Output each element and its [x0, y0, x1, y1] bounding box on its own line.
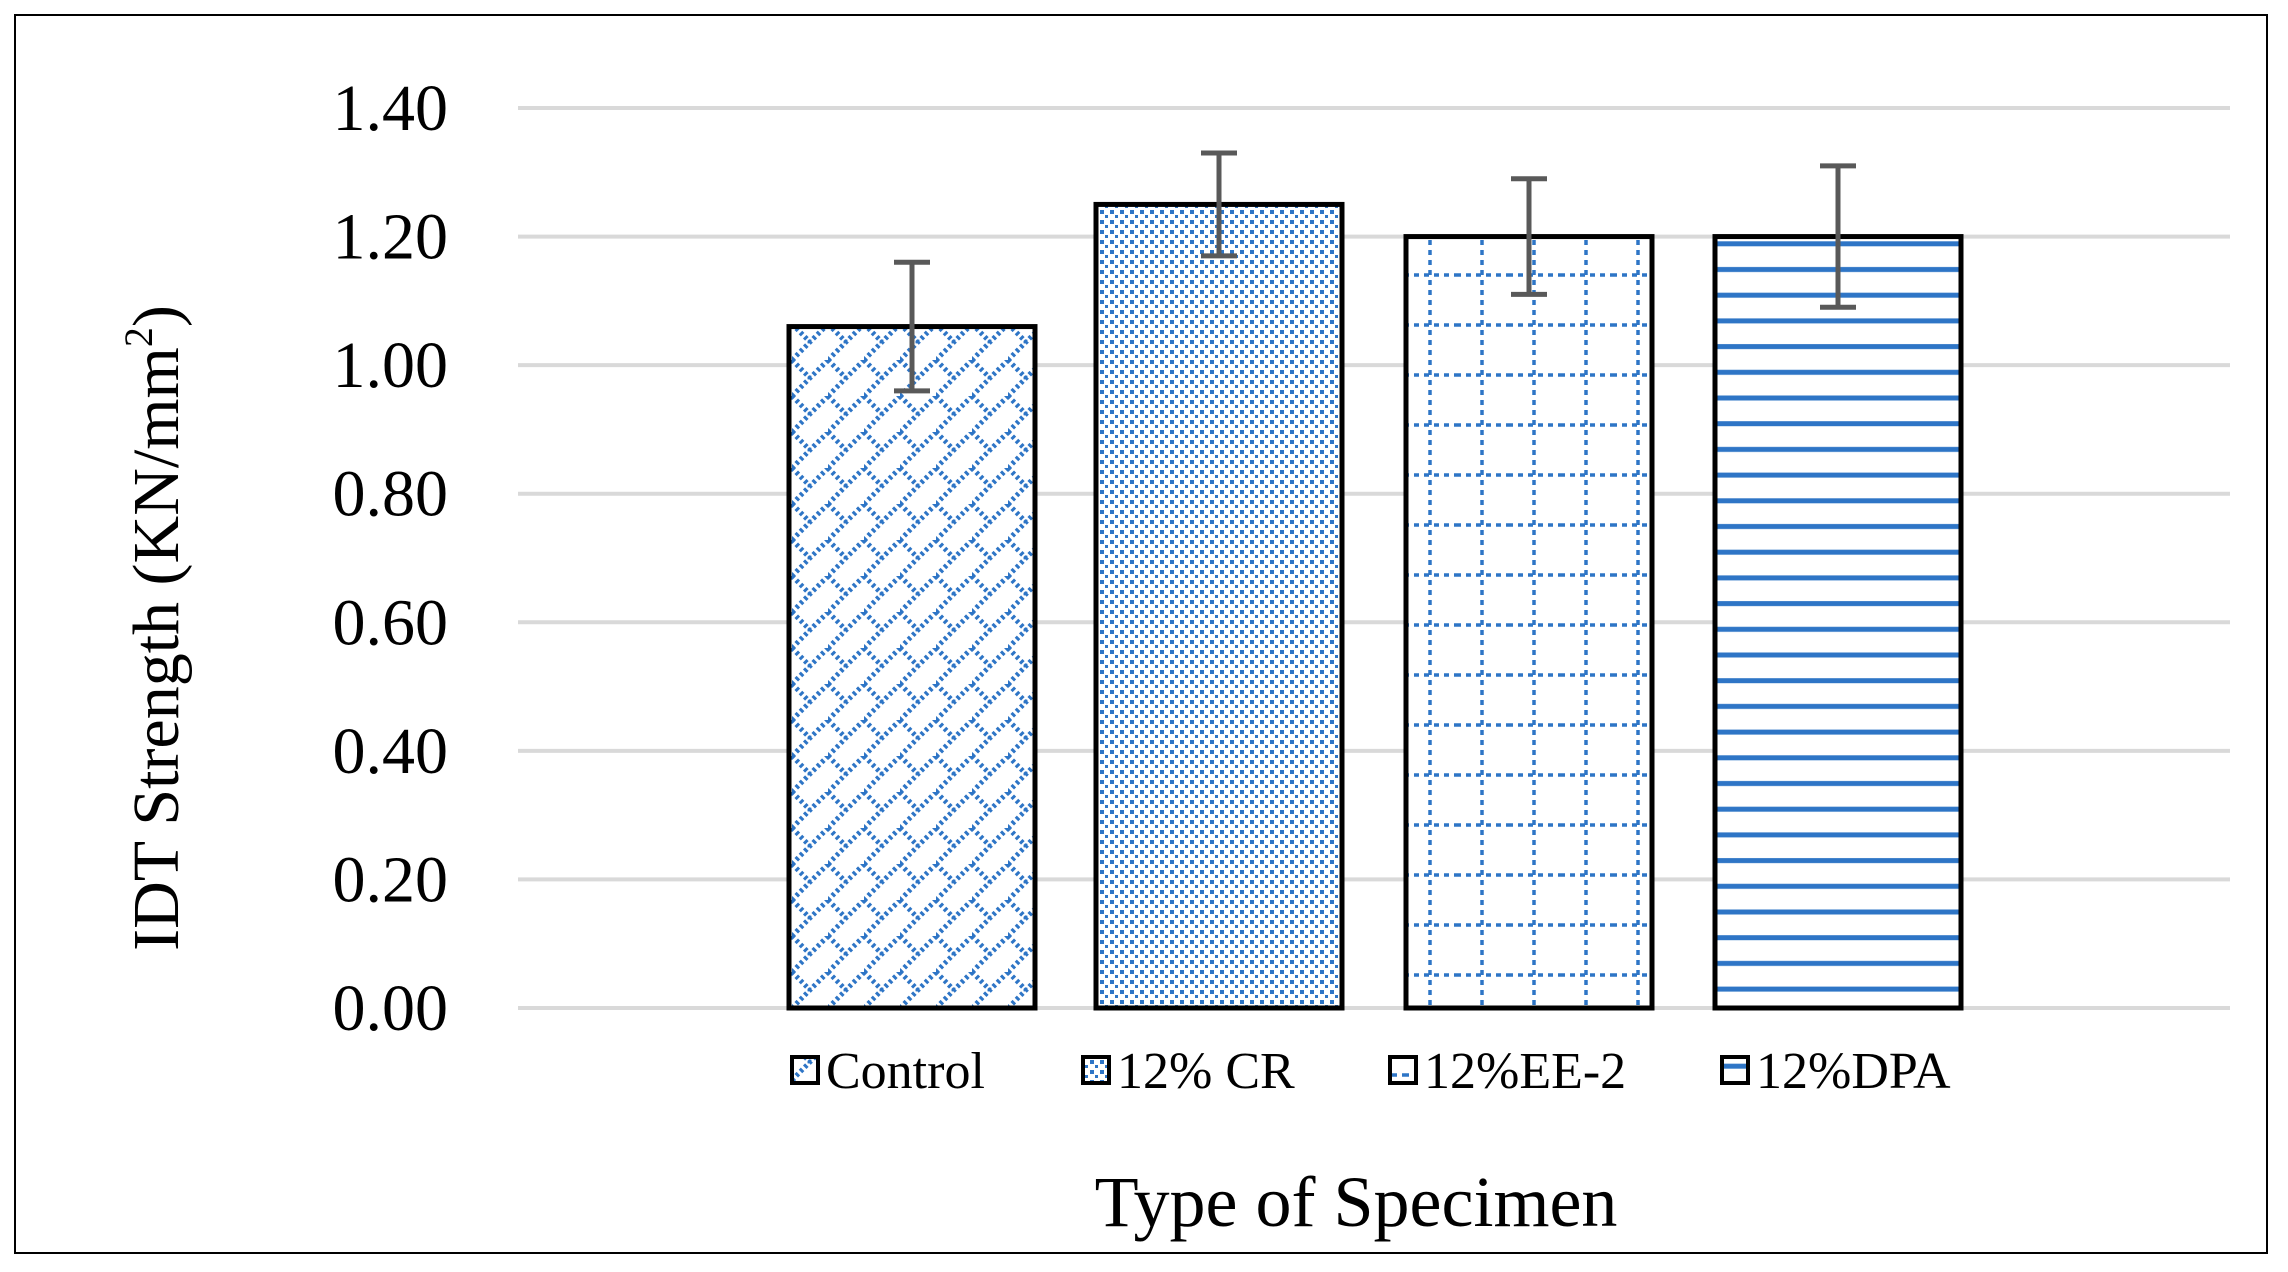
y-axis-ticks: 0.00 0.20 0.40 0.60 0.80 1.00 1.20 1.40	[333, 72, 449, 1045]
legend-swatch	[1720, 1055, 1750, 1085]
bar-12-ee-2	[1403, 234, 1655, 1011]
error-bar	[894, 259, 930, 394]
bars	[786, 201, 1964, 1011]
y-tick-label: 0.00	[333, 972, 449, 1045]
bar-12-dpa	[1712, 234, 1964, 1011]
legend-label: Control	[826, 1043, 985, 1100]
y-axis-label: IDT Strength (KN/mm2)	[116, 305, 193, 951]
gridlines	[518, 106, 2230, 1010]
y-tick-label: 1.00	[333, 329, 449, 402]
legend: Control 12% CR 12%EE-2 12%DPA	[790, 1043, 1951, 1100]
legend-label: 12% CR	[1117, 1043, 1295, 1100]
legend-label: 12%EE-2	[1424, 1043, 1626, 1100]
bar-control	[786, 324, 1038, 1011]
y-tick-label: 1.20	[333, 201, 449, 274]
y-tick-label: 0.80	[333, 458, 449, 531]
error-bars	[894, 150, 1856, 394]
legend-swatch	[1081, 1055, 1111, 1085]
bar-12-cr	[1093, 201, 1345, 1011]
error-bar	[1820, 163, 1856, 310]
legend-item: 12%EE-2	[1388, 1043, 1626, 1100]
y-tick-label: 1.40	[333, 72, 449, 145]
legend-item: 12% CR	[1081, 1043, 1295, 1100]
y-tick-label: 0.40	[333, 715, 449, 788]
legend-item: 12%DPA	[1720, 1043, 1951, 1100]
y-tick-label: 0.60	[333, 586, 449, 659]
y-tick-label: 0.20	[333, 843, 449, 916]
x-axis-label: Type of Specimen	[1095, 1162, 1618, 1242]
legend-swatch	[790, 1055, 820, 1085]
error-bar	[1201, 150, 1237, 259]
error-bar	[1511, 176, 1547, 297]
legend-item: Control	[790, 1043, 985, 1100]
legend-swatch	[1388, 1055, 1418, 1085]
legend-label: 12%DPA	[1756, 1043, 1951, 1100]
